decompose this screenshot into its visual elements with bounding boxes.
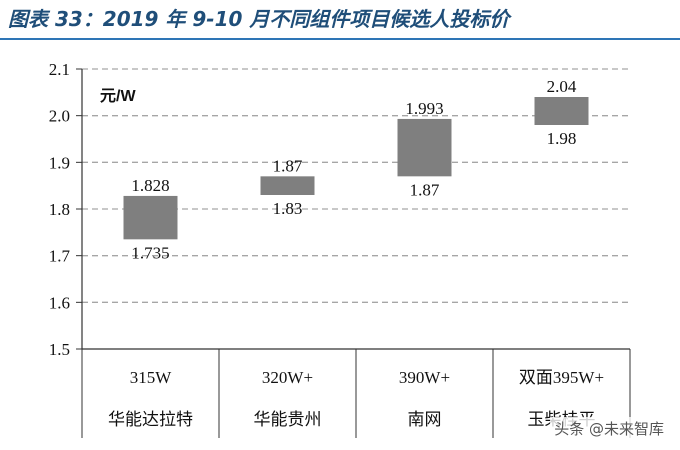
high-label: 1.993 — [405, 99, 443, 118]
data-labels: 1.828 1.735 1.87 1.83 1.993 1.87 2.04 1.98 — [131, 77, 577, 262]
low-label: 1.735 — [131, 243, 169, 262]
range-bar — [123, 195, 178, 240]
category-label-line2: 华能贵州 — [254, 410, 322, 429]
range-bar — [397, 118, 452, 177]
y-tick-label: 1.8 — [49, 200, 70, 219]
category-label-line1: 320W+ — [262, 368, 313, 387]
y-axis: 1.5 1.6 1.7 1.8 1.9 2.0 2.1 — [49, 60, 83, 359]
low-label: 1.83 — [273, 199, 303, 218]
y-tick-label: 1.5 — [49, 340, 70, 359]
category-label-line1: 315W — [130, 368, 173, 387]
category-label-line1: 390W+ — [399, 368, 450, 387]
y-tick-label: 1.6 — [49, 293, 70, 312]
category-label-line2: 华能达拉特 — [108, 410, 193, 429]
category-label-line1: 双面395W+ — [519, 368, 604, 387]
range-bar — [260, 176, 315, 195]
high-label: 2.04 — [547, 77, 577, 96]
chart-title: 图表 33：2019 年 9-10 月不同组件项目候选人投标价 — [8, 7, 510, 31]
y-tick-label: 1.7 — [49, 247, 71, 266]
title-rule — [0, 38, 680, 40]
low-label: 1.98 — [547, 129, 577, 148]
gridlines — [82, 68, 630, 303]
range-bar — [534, 97, 589, 125]
y-tick-label: 1.9 — [49, 153, 70, 172]
low-label: 1.87 — [410, 180, 440, 199]
high-label: 1.828 — [131, 176, 169, 195]
unit-label: 元/W — [100, 88, 136, 105]
range-bars — [123, 97, 589, 240]
high-label: 1.87 — [273, 156, 303, 175]
category-label-line2: 南网 — [408, 410, 442, 429]
y-tick-label: 2.0 — [49, 107, 70, 126]
y-tick-label: 2.1 — [49, 60, 70, 79]
watermark: 头条 @未来智库 — [550, 417, 668, 440]
